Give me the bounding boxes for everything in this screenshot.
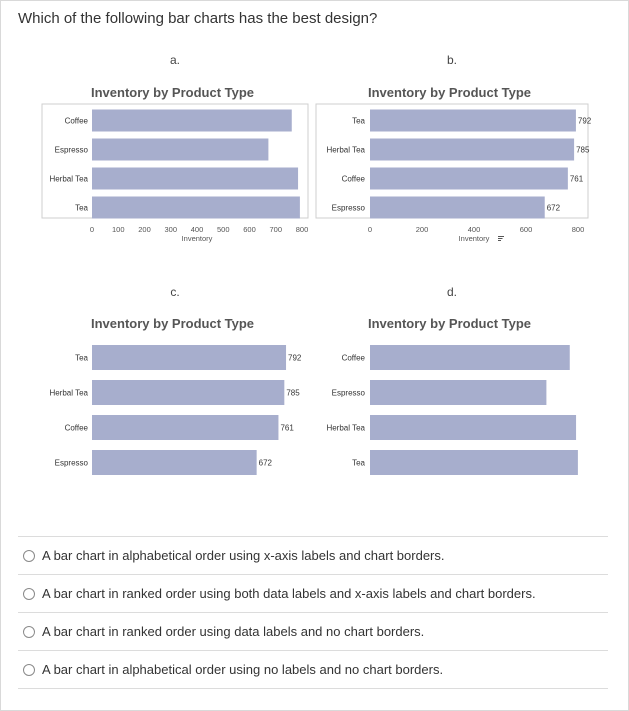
- option-label: A bar chart in ranked order using both d…: [42, 586, 536, 601]
- sort-icon: [498, 240, 501, 241]
- answer-options: A bar chart in alphabetical order using …: [18, 536, 608, 689]
- data-label: 761: [280, 424, 294, 433]
- bar: [92, 196, 300, 219]
- radio-circle-icon[interactable]: [23, 663, 35, 676]
- radio-circle-icon[interactable]: [23, 587, 35, 600]
- sort-icon: [498, 238, 503, 239]
- category-label: Espresso: [55, 146, 89, 155]
- category-label: Coffee: [342, 354, 366, 363]
- option-d[interactable]: A bar chart in alphabetical order using …: [18, 650, 608, 689]
- x-tick-label: 800: [296, 225, 309, 234]
- data-label: 785: [286, 389, 300, 398]
- bar: [370, 167, 568, 190]
- x-axis-label: Inventory: [182, 234, 213, 243]
- category-label: Espresso: [55, 459, 89, 468]
- chart-a-letter: a.: [169, 53, 180, 67]
- x-tick-label: 600: [243, 225, 256, 234]
- category-label: Coffee: [65, 424, 89, 433]
- x-tick-label: 700: [269, 225, 282, 234]
- category-label: Tea: [352, 117, 365, 126]
- chart-d-letter: d.: [446, 285, 457, 299]
- category-label: Herbal Tea: [326, 146, 365, 155]
- category-label: Tea: [75, 204, 88, 213]
- option-label: A bar chart in ranked order using data l…: [42, 624, 425, 639]
- radio-circle-icon[interactable]: [23, 549, 35, 562]
- data-label: 792: [288, 354, 302, 363]
- bar: [370, 380, 547, 405]
- bar: [370, 345, 570, 370]
- data-label: 761: [570, 175, 584, 184]
- data-label: 785: [576, 146, 590, 155]
- chart-b-letter: b.: [446, 53, 457, 67]
- bar: [92, 167, 299, 190]
- radio-circle-icon[interactable]: [23, 625, 35, 638]
- bar: [92, 109, 292, 132]
- option-label: A bar chart in alphabetical order using …: [42, 548, 445, 563]
- x-tick-label: 500: [217, 225, 230, 234]
- x-tick-label: 400: [191, 225, 204, 234]
- category-label: Coffee: [342, 175, 366, 184]
- x-tick-label: 200: [138, 225, 151, 234]
- category-label: Tea: [352, 459, 365, 468]
- data-label: 672: [259, 459, 273, 468]
- x-tick-label: 800: [572, 225, 585, 234]
- x-tick-label: 600: [520, 225, 533, 234]
- chart-d-title: Inventory by Product Type: [368, 316, 532, 331]
- data-label: 672: [547, 204, 561, 213]
- category-label: Herbal Tea: [49, 175, 88, 184]
- data-label: 792: [578, 117, 592, 126]
- sort-icon: [498, 236, 504, 237]
- bar: [370, 138, 575, 161]
- category-label: Tea: [75, 354, 88, 363]
- x-tick-label: 400: [468, 225, 481, 234]
- x-tick-label: 300: [164, 225, 177, 234]
- x-axis-label: Inventory: [459, 234, 490, 243]
- category-label: Herbal Tea: [326, 424, 365, 433]
- category-label: Espresso: [332, 389, 366, 398]
- category-label: Coffee: [65, 117, 89, 126]
- option-b[interactable]: A bar chart in ranked order using both d…: [18, 574, 608, 612]
- chart-c-title: Inventory by Product Type: [91, 316, 255, 331]
- x-tick-label: 0: [368, 225, 372, 234]
- bar: [92, 345, 287, 370]
- bar: [370, 196, 545, 219]
- bar: [370, 450, 578, 475]
- option-a[interactable]: A bar chart in alphabetical order using …: [18, 536, 608, 574]
- bar: [92, 415, 279, 440]
- chart-c-letter: c.: [170, 285, 180, 299]
- chart-b-title: Inventory by Product Type: [368, 85, 532, 100]
- category-label: Espresso: [332, 204, 366, 213]
- bar: [92, 380, 285, 405]
- bar: [370, 109, 576, 132]
- option-label: A bar chart in alphabetical order using …: [42, 662, 444, 677]
- question-text: Which of the following bar charts has th…: [18, 10, 378, 27]
- category-label: Herbal Tea: [49, 389, 88, 398]
- bar: [92, 138, 269, 161]
- option-c[interactable]: A bar chart in ranked order using data l…: [18, 612, 608, 650]
- x-tick-label: 100: [112, 225, 125, 234]
- bar: [370, 415, 577, 440]
- bar: [92, 450, 257, 475]
- chart-a-title: Inventory by Product Type: [91, 85, 255, 100]
- x-tick-label: 200: [416, 225, 429, 234]
- x-tick-label: 0: [90, 225, 94, 234]
